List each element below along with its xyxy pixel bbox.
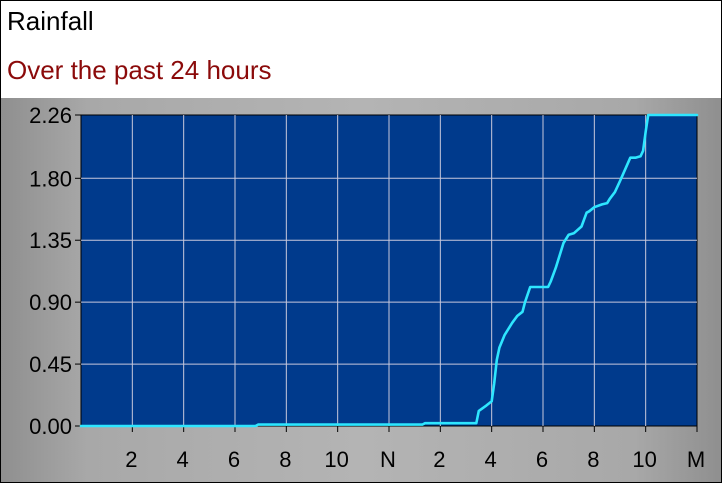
y-tick-label: 0.45 xyxy=(29,352,72,377)
x-tick-label: 10 xyxy=(632,447,656,472)
x-tick-label: 2 xyxy=(125,447,137,472)
x-tick-label: 10 xyxy=(324,447,348,472)
x-tick-label: N xyxy=(380,447,396,472)
x-tick-label: 4 xyxy=(177,447,189,472)
x-tick-label: 2 xyxy=(433,447,445,472)
chart-subtitle: Over the past 24 hours xyxy=(7,55,272,85)
y-tick-label: 1.35 xyxy=(29,228,72,253)
rainfall-series-line xyxy=(79,113,699,428)
x-tick-label: 8 xyxy=(587,447,599,472)
x-tick-label: 6 xyxy=(228,447,240,472)
y-tick-label: 0.90 xyxy=(29,290,72,315)
x-tick-label: 6 xyxy=(536,447,548,472)
x-tick-label: M xyxy=(687,447,705,472)
y-tick-label: 1.80 xyxy=(29,166,72,191)
x-tick-label: 8 xyxy=(279,447,291,472)
x-tick-label: 4 xyxy=(485,447,497,472)
chart-title: Rainfall xyxy=(7,6,94,36)
y-tick-label: 0.00 xyxy=(29,414,72,439)
y-tick-label: 2.26 xyxy=(29,103,72,128)
